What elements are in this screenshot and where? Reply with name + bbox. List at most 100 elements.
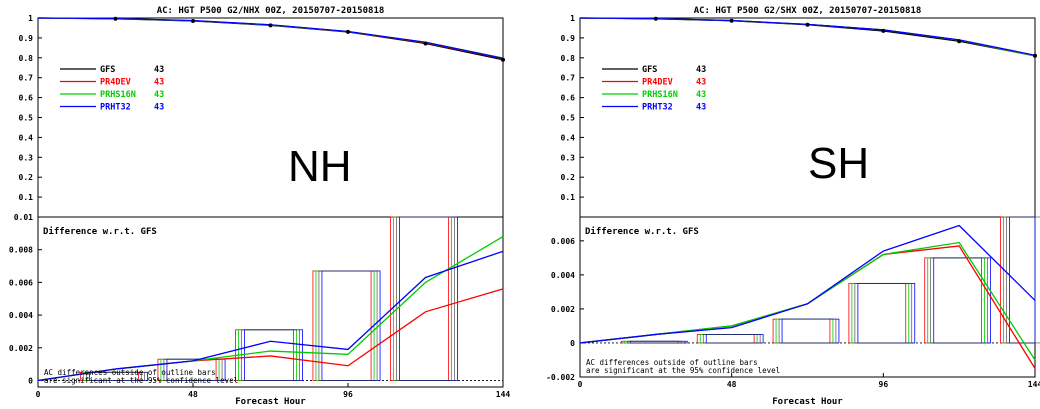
nh-ac-marker xyxy=(346,29,350,34)
nh-sig-bar xyxy=(318,270,378,381)
sh-legend-label-pr4dev: PR4DEV xyxy=(642,78,673,88)
nh-ac-ytick-label: 0.9 xyxy=(19,34,34,43)
sh-ac-ytick-label: 0.3 xyxy=(561,153,576,162)
sh-sig-bar-outline xyxy=(924,257,983,344)
sh-ac-ytick-label: 0.8 xyxy=(561,54,576,63)
sh-diff-xtick-label: 144 xyxy=(1028,380,1040,389)
sh-legend-label-prhs16n: PRHS16N xyxy=(642,90,678,100)
sh-diff-title: Difference w.r.t. GFS xyxy=(585,226,699,237)
sh-ac-ytick-label: 0.2 xyxy=(561,173,576,182)
nh-ac-frame xyxy=(37,17,504,218)
sh-sig-bar-outline xyxy=(705,334,764,344)
nh-legend-count-prhs16n: 43 xyxy=(154,90,164,100)
nh-sig-bar xyxy=(163,358,223,381)
sh-ac-marker xyxy=(881,28,886,33)
sh-sig-bar xyxy=(778,318,837,344)
nh-title: AC: HGT P500 G2/NHX 00Z, 20150707-201508… xyxy=(157,6,385,16)
sh-ac-marker xyxy=(653,16,658,21)
sh-sig-bar xyxy=(854,283,913,344)
nh-ac-marker xyxy=(501,57,505,62)
sh-ac-marker xyxy=(729,18,734,23)
nh-ac-ytick-label: 0.2 xyxy=(19,173,34,182)
sh-ac-ytick-label: 0.4 xyxy=(561,133,576,142)
sh-legend-count-gfs: 43 xyxy=(696,65,706,75)
sh-ac-ytick-label: 0.7 xyxy=(561,74,576,83)
nh-diff-frame xyxy=(37,216,504,388)
sh-ac-ytick-label: 0.9 xyxy=(561,34,576,43)
sh-sig-bar-outline xyxy=(933,257,992,344)
sh-sig-bar-outline xyxy=(699,334,758,344)
sh-xlabel: Forecast Hour xyxy=(772,397,843,407)
nh-legend-label-prhs16n: PRHS16N xyxy=(100,90,136,100)
nh-diff-ytick-label: 0 xyxy=(28,376,33,385)
sh-ac-marker xyxy=(805,22,810,27)
nh-sig-bar-outline xyxy=(238,329,297,381)
sh-diff-xtick-label: 48 xyxy=(727,380,737,389)
sh-sig-bar-outline xyxy=(781,318,840,344)
nh-ac-marker xyxy=(423,41,428,46)
nh-diff-ytick-label: 0.008 xyxy=(9,246,33,255)
sh-sig-bar-outline xyxy=(857,282,916,344)
sh-title: AC: HGT P500 G2/SHX 00Z, 20150707-201508… xyxy=(694,6,922,16)
sh-ac-ytick-label: 1 xyxy=(570,14,575,23)
nh-diff-note-line1: AC differences outside of outline bars xyxy=(44,368,216,377)
nh-diff-xtick-label: 0 xyxy=(36,390,41,399)
sh-sig-bar xyxy=(627,340,685,344)
sh-ac-ytick-label: 0.5 xyxy=(561,114,576,123)
nh-xlabel: Forecast Hour xyxy=(235,397,306,407)
sh-diff-ytick-label: 0.006 xyxy=(551,237,575,246)
sh-sig-bar-outline xyxy=(848,282,907,344)
sh-legend-count-pr4dev: 43 xyxy=(696,78,706,88)
sh-diff-note-line1: AC differences outside of outline bars xyxy=(586,358,758,367)
nh-diff-title: Difference w.r.t. GFS xyxy=(43,226,157,237)
sh-diff-line-pr4dev xyxy=(579,245,1036,369)
nh-ac-ytick-label: 1 xyxy=(28,14,33,23)
nh-legend-label-gfs: GFS xyxy=(100,65,115,75)
sh-sig-bar-outline xyxy=(851,282,910,344)
nh-diff-line-pr4dev xyxy=(37,288,504,382)
sh-ac-ytick-label: 0.1 xyxy=(561,193,576,202)
nh-ac-marker xyxy=(191,18,195,23)
nh-diff-line-prhs16n xyxy=(37,236,504,382)
nh-sig-bar-outline xyxy=(315,270,375,381)
nh-diff-line-prht32 xyxy=(37,250,504,382)
sh-diff-frame xyxy=(579,216,1036,378)
nh-legend-label-prht32: PRHT32 xyxy=(100,103,131,113)
nh-ac-ytick-label: 0.1 xyxy=(19,193,34,202)
sh-sig-bar xyxy=(930,257,988,344)
sh-sig-bar-outline xyxy=(927,257,986,344)
nh-legend-count-gfs: 43 xyxy=(154,65,164,75)
nh-sig-bar xyxy=(241,329,300,381)
nh-diff-xtick-label: 96 xyxy=(343,390,353,399)
sh-legend-count-prhs16n: 43 xyxy=(696,90,706,100)
sh-diff-xtick-label: 96 xyxy=(879,380,889,389)
nh-diff-ytick-label: 0.002 xyxy=(9,344,33,353)
sh-label: SH xyxy=(808,139,870,188)
sh-diff-xtick-label: 0 xyxy=(578,380,583,389)
sh-sig-bar-outline xyxy=(1009,216,1036,344)
nh-ac-ytick-label: 0.4 xyxy=(19,133,34,142)
nh-diff-xtick-label: 144 xyxy=(496,390,511,399)
sh-legend-label-gfs: GFS xyxy=(642,65,657,75)
nh-sig-bar xyxy=(396,216,455,381)
sh-diff-line-prht32 xyxy=(579,224,1036,344)
nh-diff-ytick-label: 0.006 xyxy=(9,278,33,287)
sh-sig-bar-outline xyxy=(1000,216,1036,344)
sh-ac-marker xyxy=(1033,53,1037,58)
nh-ac-ytick-label: 0.6 xyxy=(19,94,34,103)
nh-legend-count-pr4dev: 43 xyxy=(154,78,164,88)
sh-sig-bar-outline xyxy=(1003,216,1036,344)
sh-sig-bar-outline xyxy=(775,318,834,344)
nh-ac-ytick-label: 0.7 xyxy=(19,74,34,83)
nh-ac-marker xyxy=(113,16,118,21)
sh-sig-bar xyxy=(702,334,761,344)
nh-label: NH xyxy=(288,142,352,191)
nh-legend-label-pr4dev: PR4DEV xyxy=(100,78,131,88)
sh-diff-note-line2: are significant at the 95% confidence le… xyxy=(586,366,780,375)
sh-legend-label-prht32: PRHT32 xyxy=(642,103,673,113)
sh-diff-ytick-label: -0.002 xyxy=(546,373,575,382)
nh-ac-ytick-label: 0.5 xyxy=(19,114,34,123)
nh-ac-ytick-label: 0.3 xyxy=(19,153,34,162)
sh-sig-bar-outline xyxy=(696,334,755,344)
